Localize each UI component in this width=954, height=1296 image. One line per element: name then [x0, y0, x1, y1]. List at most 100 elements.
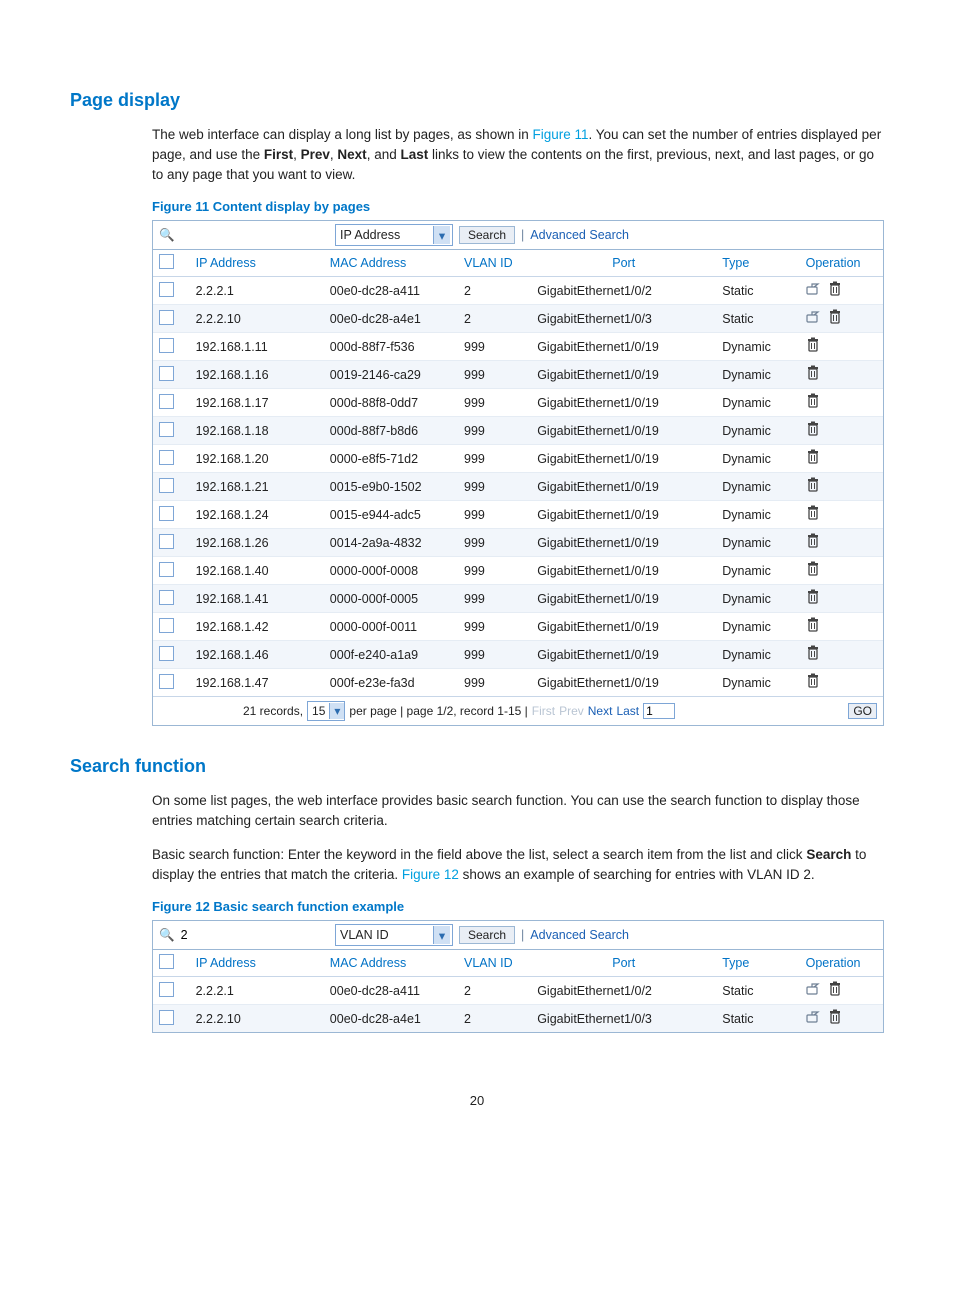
search-field-dropdown[interactable]: VLAN ID ▾ — [335, 924, 453, 946]
search-button[interactable]: Search — [459, 926, 515, 944]
trash-icon[interactable] — [806, 393, 820, 412]
cell-port: GigabitEthernet1/0/19 — [531, 641, 716, 669]
cell-port: GigabitEthernet1/0/19 — [531, 473, 716, 501]
row-checkbox[interactable] — [159, 394, 174, 409]
col-mac[interactable]: MAC Address — [324, 250, 458, 277]
trash-icon[interactable] — [806, 617, 820, 636]
trash-icon[interactable] — [806, 477, 820, 496]
pager-last[interactable]: Last — [616, 704, 639, 718]
row-checkbox[interactable] — [159, 674, 174, 689]
row-checkbox[interactable] — [159, 282, 174, 297]
search-input[interactable] — [179, 227, 323, 243]
row-checkbox[interactable] — [159, 590, 174, 605]
trash-icon[interactable] — [806, 449, 820, 468]
cell-vlan: 999 — [458, 501, 531, 529]
row-checkbox[interactable] — [159, 982, 174, 997]
col-mac[interactable]: MAC Address — [324, 950, 458, 977]
pager-text: per page | page 1/2, record 1-15 | — [349, 704, 527, 718]
cell-port: GigabitEthernet1/0/19 — [531, 669, 716, 697]
trash-icon[interactable] — [806, 645, 820, 664]
row-checkbox[interactable] — [159, 366, 174, 381]
trash-icon[interactable] — [806, 561, 820, 580]
pager-prev: Prev — [559, 704, 584, 718]
cell-port: GigabitEthernet1/0/2 — [531, 977, 716, 1005]
cell-ip: 192.168.1.41 — [190, 585, 324, 613]
trash-icon[interactable] — [828, 981, 842, 1000]
trash-icon[interactable] — [806, 533, 820, 552]
col-ip[interactable]: IP Address — [190, 950, 324, 977]
bold-first: First — [264, 147, 293, 162]
row-checkbox[interactable] — [159, 1010, 174, 1025]
table-row: 2.2.2.1000e0-dc28-a4e12GigabitEthernet1/… — [153, 1005, 883, 1033]
table-row: 192.168.1.210015-e9b0-1502999GigabitEthe… — [153, 473, 883, 501]
row-checkbox[interactable] — [159, 478, 174, 493]
cell-ip: 192.168.1.17 — [190, 389, 324, 417]
text-run: , and — [367, 147, 401, 162]
trash-icon[interactable] — [806, 421, 820, 440]
cell-vlan: 999 — [458, 585, 531, 613]
cell-type: Dynamic — [716, 585, 799, 613]
trash-icon[interactable] — [828, 281, 842, 300]
cell-type: Dynamic — [716, 333, 799, 361]
col-ip[interactable]: IP Address — [190, 250, 324, 277]
row-checkbox[interactable] — [159, 450, 174, 465]
select-all-checkbox[interactable] — [159, 954, 174, 969]
figure-caption-12: Figure 12 Basic search function example — [152, 899, 884, 914]
trash-icon[interactable] — [806, 337, 820, 356]
col-op: Operation — [800, 250, 883, 277]
edit-icon[interactable] — [806, 282, 822, 299]
row-checkbox[interactable] — [159, 338, 174, 353]
search-bar: 🔍 IP Address ▾ Search | Advanced Search — [153, 221, 883, 250]
col-type[interactable]: Type — [716, 950, 799, 977]
paragraph-search-1: On some list pages, the web interface pr… — [152, 791, 884, 832]
row-checkbox[interactable] — [159, 506, 174, 521]
advanced-search-link[interactable]: Advanced Search — [530, 228, 629, 242]
trash-icon[interactable] — [806, 589, 820, 608]
col-port[interactable]: Port — [531, 250, 716, 277]
pager-page-input[interactable] — [643, 703, 675, 719]
cell-port: GigabitEthernet1/0/19 — [531, 445, 716, 473]
select-all-checkbox[interactable] — [159, 254, 174, 269]
edit-icon[interactable] — [806, 982, 822, 999]
col-vlan[interactable]: VLAN ID — [458, 950, 531, 977]
col-port[interactable]: Port — [531, 950, 716, 977]
trash-icon[interactable] — [806, 365, 820, 384]
row-checkbox[interactable] — [159, 646, 174, 661]
col-type[interactable]: Type — [716, 250, 799, 277]
row-checkbox[interactable] — [159, 534, 174, 549]
search-bar: 🔍 VLAN ID ▾ Search | Advanced Search — [153, 921, 883, 950]
pager-next[interactable]: Next — [588, 704, 613, 718]
cell-type: Dynamic — [716, 389, 799, 417]
cell-mac: 000d-88f8-0dd7 — [324, 389, 458, 417]
search-button[interactable]: Search — [459, 226, 515, 244]
cell-ip: 192.168.1.26 — [190, 529, 324, 557]
bold-last: Last — [400, 147, 428, 162]
edit-icon[interactable] — [806, 310, 822, 327]
search-input[interactable] — [179, 927, 323, 943]
row-checkbox[interactable] — [159, 310, 174, 325]
row-checkbox[interactable] — [159, 562, 174, 577]
col-vlan[interactable]: VLAN ID — [458, 250, 531, 277]
trash-icon[interactable] — [828, 309, 842, 328]
cell-ip: 2.2.2.1 — [190, 977, 324, 1005]
pager-go-button[interactable]: GO — [848, 703, 877, 719]
cell-mac: 000d-88f7-f536 — [324, 333, 458, 361]
per-page-dropdown[interactable]: 15 ▾ — [307, 701, 345, 721]
pager-records: 21 records, — [243, 704, 303, 718]
row-checkbox[interactable] — [159, 618, 174, 633]
trash-icon[interactable] — [806, 505, 820, 524]
trash-icon[interactable] — [828, 1009, 842, 1028]
advanced-search-link[interactable]: Advanced Search — [530, 928, 629, 942]
cell-ip: 192.168.1.46 — [190, 641, 324, 669]
figure-ref-link[interactable]: Figure 11 — [532, 127, 588, 142]
cell-vlan: 999 — [458, 641, 531, 669]
row-checkbox[interactable] — [159, 422, 174, 437]
cell-type: Dynamic — [716, 669, 799, 697]
cell-mac: 00e0-dc28-a4e1 — [324, 305, 458, 333]
paragraph-search-2: Basic search function: Enter the keyword… — [152, 845, 884, 886]
edit-icon[interactable] — [806, 1010, 822, 1027]
trash-icon[interactable] — [806, 673, 820, 692]
cell-vlan: 2 — [458, 277, 531, 305]
figure-ref-link[interactable]: Figure 12 — [402, 867, 459, 882]
search-field-dropdown[interactable]: IP Address ▾ — [335, 224, 453, 246]
